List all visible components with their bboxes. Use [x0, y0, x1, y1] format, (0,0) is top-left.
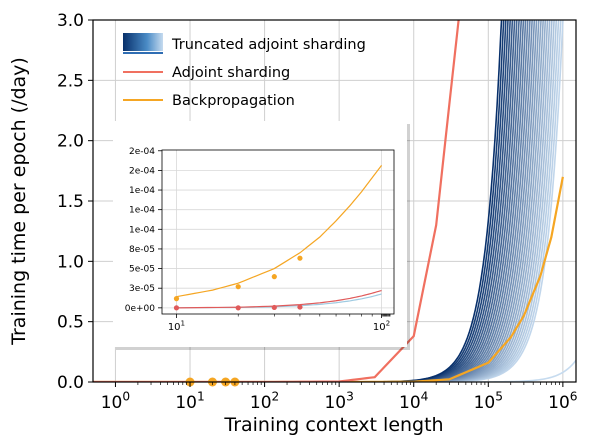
y-tick-label: 2.5	[57, 71, 84, 91]
inset-data-point	[173, 296, 180, 302]
x-tick-label: 102	[250, 389, 279, 413]
y-tick-label: 0.5	[57, 313, 84, 333]
y-tick-label: 3.0	[57, 11, 84, 31]
x-axis-label: Training context length	[223, 414, 443, 436]
inset-y-tick-label: 0e+00	[125, 304, 156, 314]
inset-data-point	[235, 284, 241, 290]
inset-x-tick-label: 102	[373, 319, 390, 334]
x-tick-label: 101	[175, 389, 204, 413]
inset-y-tick-label: 5e-05	[129, 265, 155, 275]
legend-label-truncated: Truncated adjoint sharding	[171, 37, 366, 53]
inset-y-tick-label: 2e-04	[129, 166, 155, 176]
inset-y-tick-label-top: 2e-04	[129, 147, 155, 157]
y-tick-label: 1.0	[57, 252, 84, 272]
inset-y-tick-label: 1e-04	[129, 206, 155, 216]
inset-data-point	[297, 304, 303, 310]
legend: Truncated adjoint sharding Adjoint shard…	[123, 33, 366, 109]
inset-data-point	[173, 305, 180, 311]
legend-label-backprop: Backpropagation	[172, 93, 295, 109]
y-tick-label: 2.0	[57, 132, 84, 152]
x-tick-label: 104	[399, 389, 429, 413]
inset-y-tick-label: 1e-04	[129, 225, 155, 235]
main-ticks: 100 101 102 103 104 105 106 0.0 0.5 1.0 1.5 2.0 2.5 3…	[57, 11, 578, 413]
y-tick-label: 0.0	[57, 373, 84, 393]
x-tick-label: 103	[324, 389, 353, 413]
inset-y-tick-label: 1e-04	[129, 186, 155, 196]
inset-ticks: 101 102 0e+00 3e-05 5e-05 8e-05 1e-04 1e-04 1e-0…	[125, 147, 391, 334]
inset-data-point	[235, 305, 241, 311]
legend-entry-truncated: Truncated adjoint sharding	[123, 33, 366, 54]
inset-plot-frame	[161, 149, 395, 315]
inset-y-tick-label: 3e-05	[129, 284, 155, 294]
adjoint-line	[93, 20, 460, 382]
inset-points	[173, 255, 303, 311]
inset-adjoint-line	[176, 289, 382, 309]
inset-background	[113, 121, 407, 347]
inset-backprop-line	[176, 165, 383, 298]
inset-chart: 101 102 0e+00 3e-05 5e-05 8e-05 1e-04 1e-04 1e-0…	[113, 121, 410, 350]
legend-entry-backprop: Backpropagation	[123, 93, 295, 109]
x-tick-label: 100	[101, 389, 130, 413]
legend-entry-adjoint: Adjoint sharding	[123, 65, 290, 81]
inset-series	[176, 165, 383, 309]
x-tick-label: 105	[474, 389, 503, 413]
legend-label-adjoint: Adjoint sharding	[172, 65, 290, 81]
inset-y-tick-label: 8e-05	[129, 245, 155, 255]
x-tick-label: 106	[548, 389, 577, 413]
inset-data-point	[297, 255, 303, 261]
legend-swatch-truncated	[123, 33, 163, 51]
y-axis-label: Training time per epoch (/day)	[8, 57, 30, 346]
inset-data-point	[271, 304, 277, 311]
inset-data-point	[271, 274, 277, 280]
inset-x-tick-label: 101	[168, 319, 185, 334]
y-tick-label: 1.5	[57, 192, 84, 212]
